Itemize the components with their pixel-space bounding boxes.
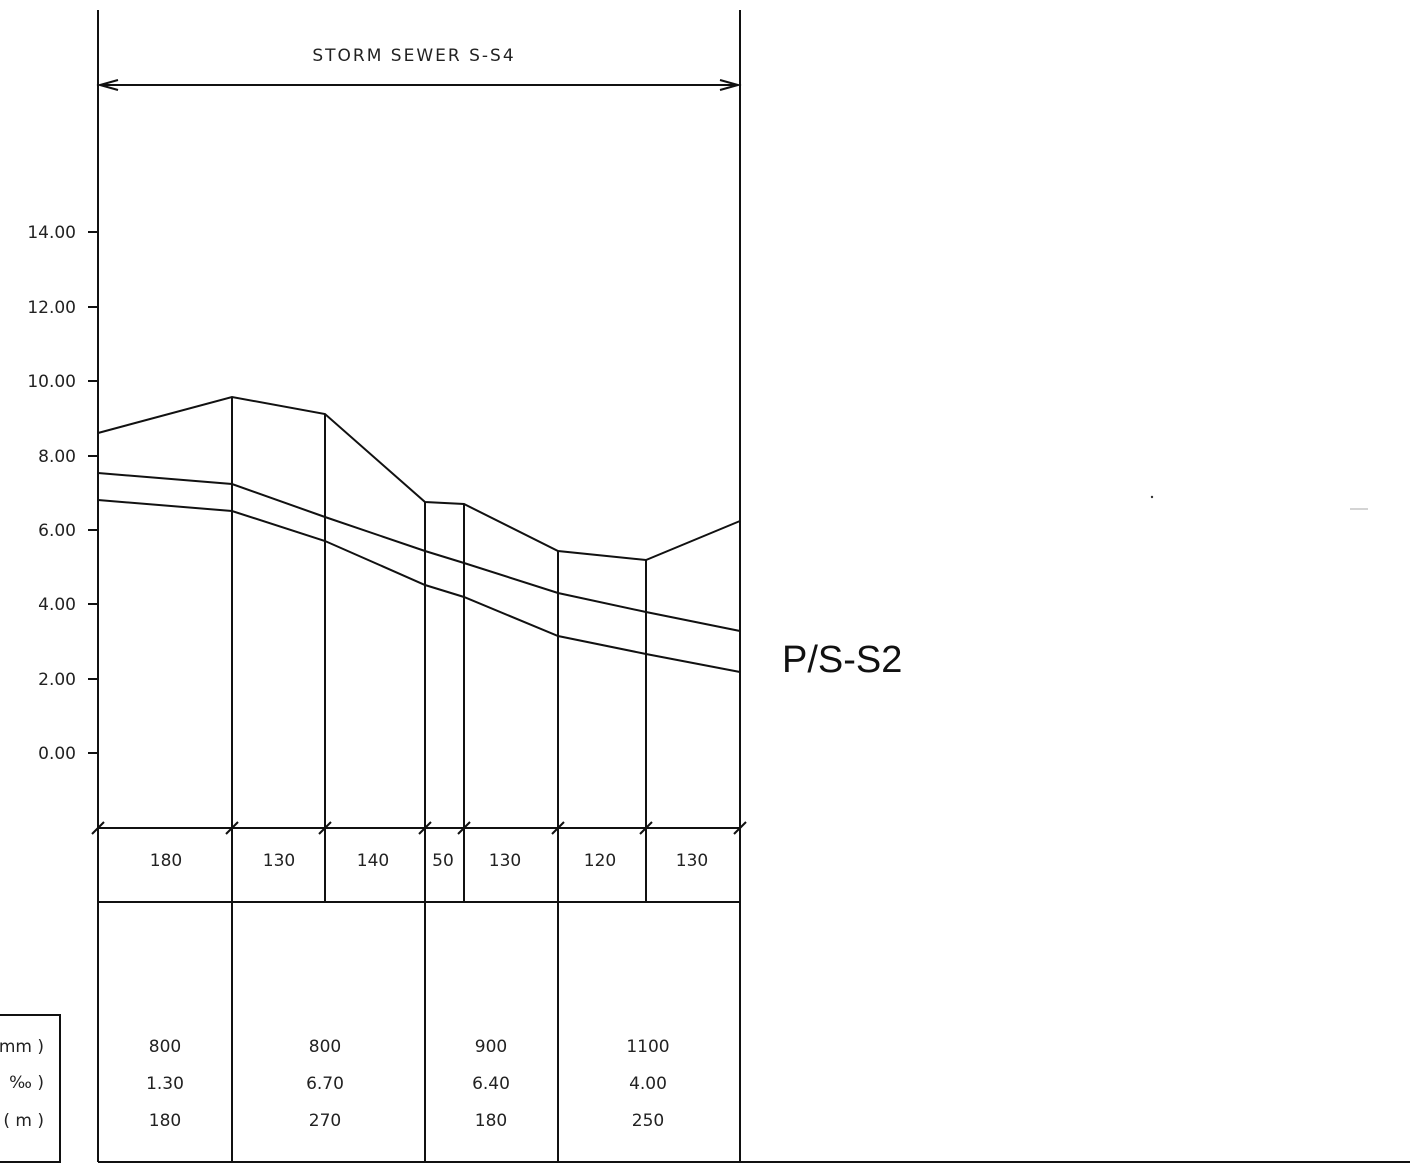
elevation-label: 10.00 — [27, 372, 76, 392]
chainage-mark — [418, 821, 432, 835]
ground-profile-line — [97, 395, 741, 562]
elevation-label: 14.00 — [27, 223, 76, 243]
pipe-slope: 6.40 — [472, 1074, 510, 1094]
chainage-mark — [733, 821, 747, 835]
elevation-label: 6.00 — [38, 521, 76, 541]
row-label-diameter: mm ) — [0, 1037, 44, 1057]
speck — [1150, 495, 1154, 499]
pipe-length: 180 — [475, 1111, 507, 1131]
segment-length: 130 — [263, 851, 295, 871]
elevation-label: 2.00 — [38, 670, 76, 690]
elevation-label: 8.00 — [38, 447, 76, 467]
segment-length: 120 — [584, 851, 616, 871]
chainage-mark — [318, 821, 332, 835]
pipe-slope: 1.30 — [146, 1074, 184, 1094]
segment-length: 130 — [489, 851, 521, 871]
chainage-mark — [551, 821, 565, 835]
dimension-arrow-right-icon — [719, 79, 742, 91]
segment-length: 130 — [676, 851, 708, 871]
pipe-diameter: 1100 — [626, 1037, 669, 1057]
pipe-length: 180 — [149, 1111, 181, 1131]
chainage-mark — [225, 821, 239, 835]
chainage-mark — [457, 821, 471, 835]
pipe-slope: 4.00 — [629, 1074, 667, 1094]
pipe-diameter: 900 — [475, 1037, 507, 1057]
elevation-label: 4.00 — [38, 595, 76, 615]
chainage-mark — [639, 821, 653, 835]
pipe-crown-line — [97, 472, 741, 632]
elevation-label: 12.00 — [27, 298, 76, 318]
drawing-title: STORM SEWER S-S4 — [312, 46, 515, 66]
segment-length: 180 — [150, 851, 182, 871]
sheet-label: P/S-S2 — [782, 639, 902, 681]
segment-length: 50 — [432, 851, 454, 871]
pipe-invert-line — [97, 499, 741, 673]
row-label-slope: ‰ ) — [9, 1073, 44, 1093]
pipe-diameter: 800 — [309, 1037, 341, 1057]
row-label-box — [0, 1014, 61, 1163]
dimension-arrow-left-icon — [96, 79, 119, 91]
chainage-mark — [91, 821, 105, 835]
pipe-slope: 6.70 — [306, 1074, 344, 1094]
segment-length: 140 — [357, 851, 389, 871]
row-label-length: ( m ) — [3, 1111, 44, 1131]
elevation-label: 0.00 — [38, 744, 76, 764]
pipe-diameter: 800 — [149, 1037, 181, 1057]
pipe-length: 270 — [309, 1111, 341, 1131]
pipe-length: 250 — [632, 1111, 664, 1131]
